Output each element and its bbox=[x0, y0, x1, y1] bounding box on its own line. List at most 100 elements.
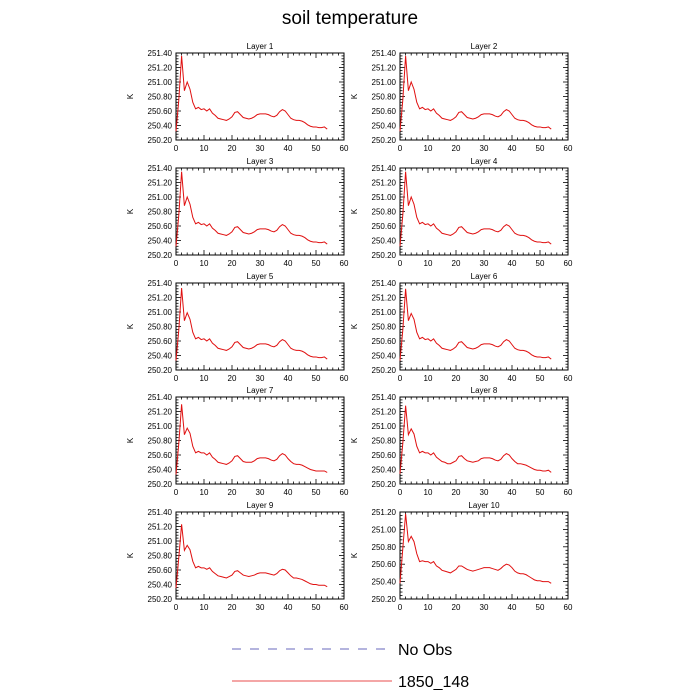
series-line-1850_148 bbox=[175, 288, 328, 361]
x-tick-label: 40 bbox=[284, 488, 293, 497]
x-tick-label: 60 bbox=[564, 144, 573, 153]
y-tick-label: 251.20 bbox=[148, 294, 173, 303]
y-tick-label: 250.80 bbox=[148, 552, 173, 561]
x-tick-label: 60 bbox=[340, 488, 349, 497]
y-tick-label: 250.60 bbox=[372, 451, 397, 460]
y-tick-label: 250.60 bbox=[372, 222, 397, 231]
x-tick-label: 40 bbox=[284, 259, 293, 268]
y-tick-label: 251.40 bbox=[148, 164, 173, 173]
y-tick-label: 250.40 bbox=[148, 466, 173, 475]
y-axis-label: K bbox=[350, 323, 359, 329]
panel-title: Layer 2 bbox=[471, 42, 498, 51]
x-tick-label: 0 bbox=[398, 488, 403, 497]
x-tick-label: 20 bbox=[228, 374, 237, 383]
plot-frame bbox=[175, 167, 345, 256]
x-tick-label: 40 bbox=[284, 374, 293, 383]
panel-title: Layer 9 bbox=[247, 501, 274, 510]
x-tick-label: 10 bbox=[424, 488, 433, 497]
y-axis-label: K bbox=[126, 93, 135, 99]
y-tick-label: 251.00 bbox=[372, 525, 397, 534]
panel-5: Layer 5 K 250.20 250.40 250.60 250.80 251.00 25… bbox=[126, 272, 349, 383]
y-tick-label: 251.00 bbox=[372, 308, 397, 317]
x-tick-label: 0 bbox=[398, 603, 403, 612]
panel-title: Layer 6 bbox=[471, 272, 498, 281]
series-line-1850_148 bbox=[399, 513, 552, 584]
y-tick-label: 250.40 bbox=[148, 352, 173, 361]
y-tick-label: 251.40 bbox=[148, 393, 173, 402]
x-tick-label: 0 bbox=[174, 488, 179, 497]
y-tick-label: 251.40 bbox=[372, 279, 397, 288]
x-tick-label: 10 bbox=[200, 488, 209, 497]
series-line-1850_148 bbox=[175, 171, 328, 247]
y-tick-label: 251.40 bbox=[372, 164, 397, 173]
y-tick-label: 250.20 bbox=[148, 595, 173, 604]
y-tick-label: 251.00 bbox=[148, 537, 173, 546]
series-line-1850_148 bbox=[175, 524, 328, 589]
y-axis-label: K bbox=[350, 552, 359, 558]
y-tick-label: 251.40 bbox=[148, 279, 173, 288]
x-tick-label: 30 bbox=[256, 144, 265, 153]
series-line-1850_148 bbox=[399, 405, 552, 474]
legend-label-2: 1850_148 bbox=[398, 674, 469, 691]
x-tick-label: 30 bbox=[256, 259, 265, 268]
y-tick-label: 250.20 bbox=[372, 136, 397, 145]
y-tick-label: 250.20 bbox=[372, 480, 397, 489]
x-tick-label: 50 bbox=[312, 603, 321, 612]
x-tick-label: 30 bbox=[480, 603, 489, 612]
panel-title: Layer 7 bbox=[247, 386, 274, 395]
x-tick-label: 60 bbox=[564, 374, 573, 383]
x-tick-label: 40 bbox=[508, 374, 517, 383]
x-tick-label: 50 bbox=[312, 259, 321, 268]
x-tick-label: 20 bbox=[452, 488, 461, 497]
x-tick-label: 40 bbox=[284, 603, 293, 612]
x-tick-label: 30 bbox=[480, 488, 489, 497]
x-tick-label: 20 bbox=[228, 259, 237, 268]
x-tick-label: 0 bbox=[174, 374, 179, 383]
x-tick-label: 10 bbox=[424, 603, 433, 612]
y-tick-label: 251.20 bbox=[372, 408, 397, 417]
y-tick-label: 250.80 bbox=[148, 437, 173, 446]
x-tick-label: 60 bbox=[564, 259, 573, 268]
panel-title: Layer 5 bbox=[247, 272, 274, 281]
plot-frame bbox=[399, 511, 569, 600]
x-tick-label: 50 bbox=[312, 144, 321, 153]
y-tick-label: 251.40 bbox=[372, 393, 397, 402]
x-tick-label: 50 bbox=[536, 603, 545, 612]
x-tick-label: 30 bbox=[480, 259, 489, 268]
y-tick-label: 251.40 bbox=[148, 49, 173, 58]
panel-7: Layer 7 K 250.20 250.40 250.60 250.80 251.00 25… bbox=[126, 386, 349, 497]
y-tick-label: 250.40 bbox=[372, 122, 397, 131]
x-tick-label: 30 bbox=[256, 603, 265, 612]
x-tick-label: 30 bbox=[256, 374, 265, 383]
y-tick-label: 251.20 bbox=[372, 294, 397, 303]
panel-3: Layer 3 K 250.20 250.40 250.60 250.80 251.00 25… bbox=[126, 157, 349, 268]
y-tick-label: 251.20 bbox=[148, 408, 173, 417]
y-tick-label: 250.40 bbox=[148, 122, 173, 131]
y-tick-label: 250.20 bbox=[372, 366, 397, 375]
series-line-1850_148 bbox=[175, 55, 328, 132]
x-tick-label: 50 bbox=[536, 144, 545, 153]
x-tick-label: 0 bbox=[398, 144, 403, 153]
plot-frame bbox=[399, 52, 569, 141]
y-tick-label: 250.80 bbox=[372, 93, 397, 102]
y-tick-label: 250.60 bbox=[372, 107, 397, 116]
x-tick-label: 0 bbox=[398, 259, 403, 268]
panel-6: Layer 6 K 250.20 250.40 250.60 250.80 251.00 25… bbox=[350, 272, 573, 383]
x-tick-label: 20 bbox=[228, 144, 237, 153]
x-tick-label: 50 bbox=[536, 374, 545, 383]
y-tick-label: 250.60 bbox=[148, 451, 173, 460]
y-tick-label: 250.80 bbox=[148, 208, 173, 217]
panel-title: Layer 4 bbox=[471, 157, 498, 166]
x-tick-label: 40 bbox=[508, 488, 517, 497]
x-tick-label: 40 bbox=[508, 144, 517, 153]
y-tick-label: 250.20 bbox=[148, 480, 173, 489]
y-axis-label: K bbox=[126, 208, 135, 214]
y-tick-label: 251.20 bbox=[148, 64, 173, 73]
x-tick-label: 20 bbox=[452, 374, 461, 383]
y-tick-label: 250.80 bbox=[372, 208, 397, 217]
y-tick-label: 251.40 bbox=[372, 49, 397, 58]
x-tick-label: 0 bbox=[174, 259, 179, 268]
y-tick-label: 250.40 bbox=[148, 237, 173, 246]
panel-title: Layer 8 bbox=[471, 386, 498, 395]
